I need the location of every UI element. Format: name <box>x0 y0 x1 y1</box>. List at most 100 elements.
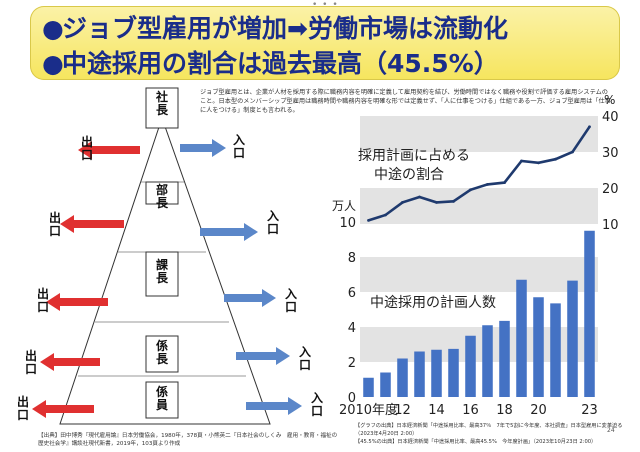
headline-text-1: ジョブ型雇用が増加➡労働市場は流動化 <box>62 14 508 43</box>
left-tick-label: 8 <box>348 251 356 266</box>
page-number: 24 <box>607 427 615 434</box>
source-right: 【グラフの出典】日本経済新聞「中途採用比率、最高37％ 7年で5割に今年度、本社… <box>355 422 625 446</box>
bar <box>397 358 408 397</box>
line-point <box>367 219 370 222</box>
line-point <box>503 181 506 184</box>
level-label-president: 社長 <box>155 91 169 117</box>
pyramid-shape <box>59 116 271 425</box>
x-tick-label: 23 <box>581 403 598 418</box>
char: 出 <box>48 211 61 225</box>
exit-label: 出口 <box>24 350 38 376</box>
line-point <box>520 159 523 163</box>
bar <box>533 297 544 397</box>
entry-label: 入口 <box>232 134 246 160</box>
char: 出 <box>16 395 29 409</box>
char: 出 <box>80 135 93 149</box>
entry-label: 入口 <box>284 288 298 314</box>
job-type-description: ジョブ型雇用とは、企業が人材を採用する際に職務内容を明確に定義して雇用契約を結び… <box>200 89 611 114</box>
entry-arrow <box>200 223 258 241</box>
left-tick-label: 0 <box>348 391 356 406</box>
exit-arrows <box>32 141 140 418</box>
source-right-line: 【45.5%の出典】日本経済新聞「中途採用比率、最高45.5% 今年度計画」（2… <box>355 439 597 445</box>
x-tick-label: 18 <box>496 403 513 418</box>
source-right-line: 【グラフの出典】日本経済新聞「中途採用比率、最高37％ 7年で5割に今年度、本社… <box>355 423 623 437</box>
line-point <box>452 199 455 203</box>
char: 入 <box>284 287 297 301</box>
bar <box>482 325 493 397</box>
char: 入 <box>266 209 279 223</box>
right-tick-label: 40 <box>602 110 619 125</box>
right-tick-label: 20 <box>602 182 619 197</box>
window-dots: • • • <box>312 0 339 10</box>
char: 係 <box>155 339 168 353</box>
char: 長 <box>155 196 168 210</box>
exit-arrow <box>32 400 94 418</box>
bar <box>465 335 476 397</box>
char: 口 <box>232 146 245 160</box>
left-tick-label: 6 <box>348 286 356 301</box>
char: 出 <box>24 349 37 363</box>
level-box <box>145 251 179 297</box>
char: 課 <box>155 258 168 272</box>
char: 口 <box>310 404 323 418</box>
level-label-section-manager: 課長 <box>155 259 169 285</box>
char: 社 <box>155 90 168 104</box>
pyramid-diagram <box>32 87 302 425</box>
left-tick-label: 2 <box>348 356 356 371</box>
char: 口 <box>16 408 29 422</box>
char: 部 <box>155 183 168 197</box>
level-label-chief: 係長 <box>155 340 169 366</box>
entry-label: 入口 <box>298 346 312 372</box>
series-label-ratio: 中途の割合 <box>374 166 444 183</box>
bar <box>516 279 527 397</box>
char: 長 <box>155 103 168 117</box>
headline-line-2: ●中途採用の割合は過去最高（45.5%） <box>42 44 499 80</box>
entry-arrow <box>236 347 290 365</box>
char: 員 <box>155 398 168 412</box>
line-point <box>418 195 421 199</box>
bar <box>363 377 374 397</box>
line-point <box>435 201 438 204</box>
level-box <box>145 87 179 129</box>
exit-arrow <box>40 353 100 371</box>
line-point <box>571 150 574 154</box>
char: 長 <box>155 271 168 285</box>
right-axis-unit: % <box>604 93 615 107</box>
char: 口 <box>284 300 297 314</box>
bar <box>567 280 578 397</box>
bar <box>431 349 442 397</box>
grid-band <box>360 257 598 292</box>
entry-arrow <box>224 289 276 307</box>
exit-arrow <box>60 215 124 233</box>
right-tick-label: 30 <box>602 146 619 161</box>
right-tick-label: 10 <box>602 218 619 233</box>
line-point <box>384 213 387 217</box>
headline-line-1: ●ジョブ型雇用が増加➡労働市場は流動化 <box>42 9 508 45</box>
entry-label: 入口 <box>310 392 324 418</box>
series-label-count: 中途採用の計画人数 <box>370 294 496 311</box>
char: 出 <box>36 287 49 301</box>
x-tick-label: 2010年度 <box>339 402 398 418</box>
ratio-line <box>368 126 591 222</box>
grid-band <box>360 116 598 152</box>
headline-banner: ●ジョブ型雇用が増加➡労働市場は流動化 ●中途採用の割合は過去最高（45.5%） <box>30 6 620 80</box>
exit-arrow <box>46 293 108 311</box>
bar <box>584 230 595 397</box>
char: 口 <box>80 148 93 162</box>
char: 係 <box>155 385 168 399</box>
line-point <box>486 183 489 186</box>
entry-arrows <box>180 139 302 415</box>
bullet-icon: ● <box>42 14 64 43</box>
x-tick-label: 20 <box>530 403 547 418</box>
level-label-department-manager: 部長 <box>155 184 169 210</box>
char: 口 <box>36 300 49 314</box>
exit-label: 出口 <box>80 136 94 162</box>
exit-arrow <box>78 141 140 159</box>
line-point <box>537 161 540 165</box>
char: 入 <box>232 133 245 147</box>
bar <box>380 372 391 397</box>
grid-band <box>360 327 598 362</box>
line-point <box>554 157 557 161</box>
x-tick-label: 12 <box>394 403 411 418</box>
